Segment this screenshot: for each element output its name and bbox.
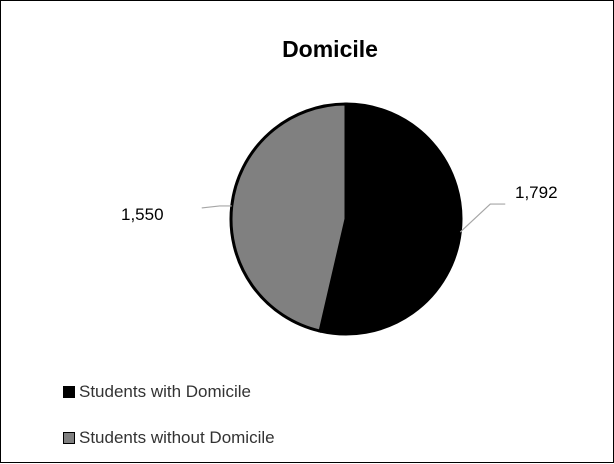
legend-item-with-domicile: Students with Domicile — [63, 382, 251, 402]
legend-label-with-domicile: Students with Domicile — [79, 382, 251, 401]
leader-line-with-domicile — [459, 203, 506, 233]
leader-line-without-domicile — [201, 205, 232, 209]
legend-swatch-without-domicile — [63, 432, 75, 444]
chart-title: Domicile — [282, 36, 378, 62]
legend-label-without-domicile: Students without Domicile — [79, 428, 275, 447]
legend-item-without-domicile: Students without Domicile — [63, 428, 275, 448]
legend-swatch-with-domicile — [63, 386, 75, 398]
data-label-without-domicile: 1,550 — [121, 205, 164, 224]
pie-slice-without-domicile — [229, 102, 348, 333]
data-label-with-domicile: 1,792 — [515, 183, 558, 202]
